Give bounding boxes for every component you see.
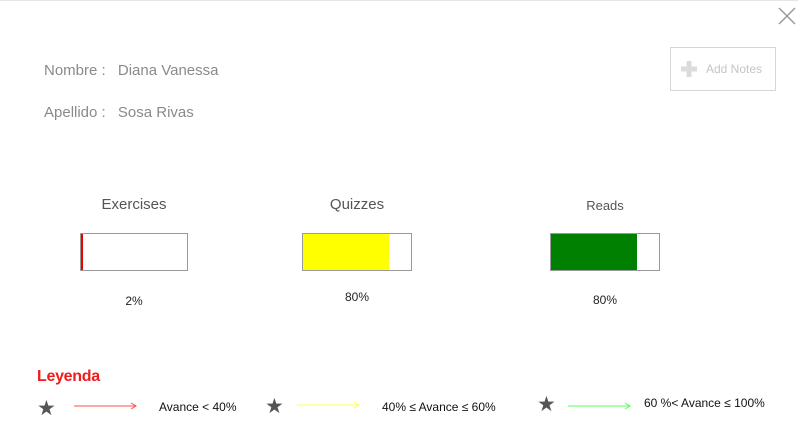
quizzes-progress-bar xyxy=(302,233,412,271)
legend-arrow-yellow xyxy=(297,401,360,409)
first-name-row: Nombre : Diana Vanessa xyxy=(44,62,218,79)
add-notes-button[interactable]: Add Notes xyxy=(670,47,776,91)
plus-icon xyxy=(681,61,697,77)
star-icon: ★ xyxy=(37,397,56,420)
quizzes-percent: 80% xyxy=(344,290,370,304)
reads-progress-fill xyxy=(551,234,638,270)
close-icon[interactable] xyxy=(776,5,798,27)
legend-text-high: 60 %< Avance ≤ 100% xyxy=(644,396,765,410)
last-name-value: Sosa Rivas xyxy=(117,104,194,121)
legend-arrow-green xyxy=(568,402,631,410)
legend-text-low: Avance < 40% xyxy=(159,400,237,414)
exercises-title: Exercises xyxy=(101,196,167,213)
exercises-progress-fill xyxy=(81,234,84,270)
star-icon: ★ xyxy=(537,393,556,416)
quizzes-title: Quizzes xyxy=(329,196,385,213)
legend-arrow-red xyxy=(74,402,137,410)
quizzes-progress-fill xyxy=(303,234,390,270)
reads-progress-bar xyxy=(550,233,660,271)
last-name-row: Apellido : Sosa Rivas xyxy=(44,104,194,121)
first-name-value: Diana Vanessa xyxy=(117,62,219,79)
exercises-percent: 2% xyxy=(125,294,143,308)
reads-percent: 80% xyxy=(592,293,618,307)
legend-text-mid: 40% ≤ Avance ≤ 60% xyxy=(382,400,496,414)
star-icon: ★ xyxy=(265,395,284,418)
exercises-progress-bar xyxy=(80,233,188,271)
first-name-label: Nombre : xyxy=(44,62,106,79)
reads-title: Reads xyxy=(586,198,624,213)
last-name-label: Apellido : xyxy=(44,104,106,121)
add-notes-label: Add Notes xyxy=(706,62,763,76)
top-divider xyxy=(0,0,798,1)
legend-title: Leyenda xyxy=(37,368,100,385)
